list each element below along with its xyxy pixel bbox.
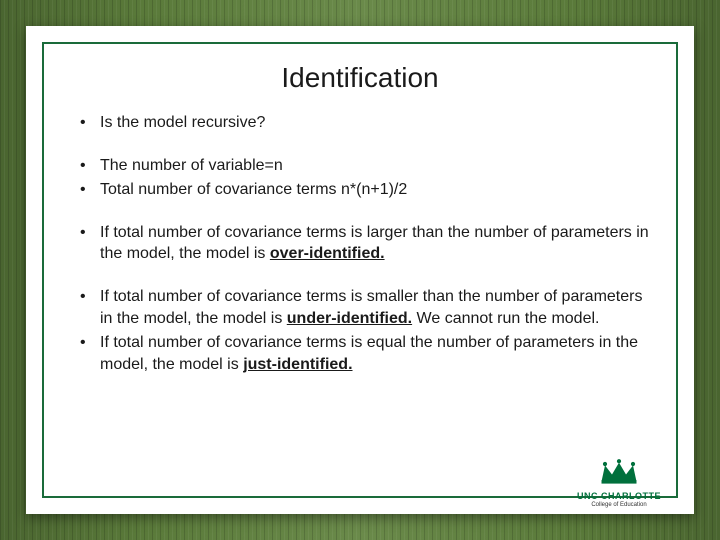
bullet-gap [76, 268, 652, 286]
slide-inner-border: Identification Is the model recursive? Th… [42, 42, 678, 498]
logo-main-text: UNC CHARLOTTE [574, 492, 664, 501]
bullet-gap [76, 204, 652, 222]
list-item: If total number of covariance terms is s… [76, 286, 652, 329]
list-item: If total number of covariance terms is e… [76, 332, 652, 375]
bullet-gap [76, 137, 652, 155]
list-item: If total number of covariance terms is l… [76, 222, 652, 265]
slide-title: Identification [68, 62, 652, 94]
logo-sub-text: College of Education [574, 502, 664, 508]
slide-card: Identification Is the model recursive? Th… [26, 26, 694, 514]
list-item: Total number of covariance terms n*(n+1)… [76, 179, 652, 201]
university-logo: UNC CHARLOTTE College of Education [574, 457, 664, 508]
list-item: The number of variable=n [76, 155, 652, 177]
crown-icon [598, 457, 640, 485]
list-item: Is the model recursive? [76, 112, 652, 134]
bullet-list: Is the model recursive? The number of var… [68, 112, 652, 375]
